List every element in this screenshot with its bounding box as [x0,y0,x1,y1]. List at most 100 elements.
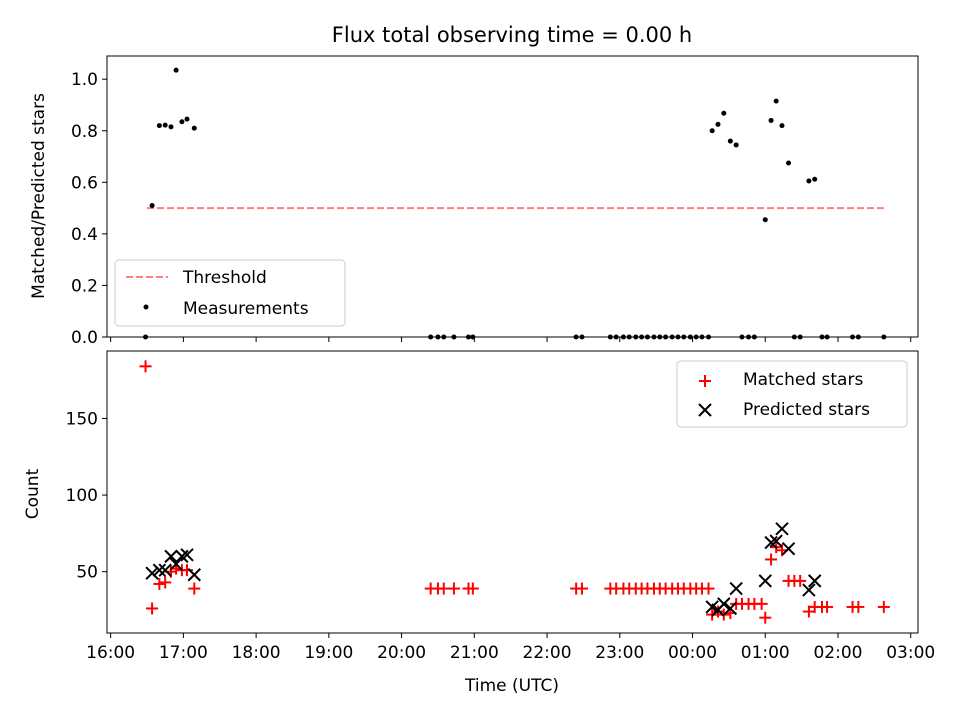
predicted-star-b [158,563,172,577]
top-legend-measurements-label: Measurements [183,299,309,319]
measurement-point [721,110,727,116]
bottom-y-axis-label: Count [23,468,43,519]
matched-star-point [146,602,159,615]
measurement-point [812,176,818,182]
predicted-star-b [775,522,789,536]
top-y-axis-label: Matched/Predicted stars [29,93,49,299]
predicted-star-b [187,568,201,582]
matched-star-point [852,600,865,613]
predicted-star-b [180,548,194,562]
matched-star-point [877,600,890,613]
predicted-star-point [723,601,738,616]
matched-star-point [466,582,479,595]
matched-star-point [755,597,768,610]
predicted-star-point [145,566,159,580]
bottom-y-tick-label: 50 [76,563,98,583]
x-tick-label: 23:00 [595,643,644,663]
top-plot-frame [106,55,919,338]
bottom-plot-frame [106,350,919,634]
top-legend-measurements-swatch [143,304,149,310]
x-tick-label: 22:00 [523,643,572,663]
bottom-legend: Matched stars Predicted stars [676,360,908,428]
top-y-tick-label: 0.2 [71,276,98,296]
measurement-point [773,98,779,104]
measurement-point [806,178,812,184]
x-tick-label: 16:00 [86,643,135,663]
measurement-point [156,123,162,129]
measurement-point [162,122,168,128]
predicted-star-point [775,522,789,536]
x-tick-label: 00:00 [668,643,717,663]
matched-star-point [575,582,588,595]
predicted-star-point [729,581,743,596]
predicted-star-b [145,566,159,580]
bottom-legend-predicted-swatch [698,403,712,417]
predicted-star-b [152,563,167,577]
top-y-tick-label: 0.8 [71,122,98,142]
predicted-star-b [781,541,796,556]
measurement-point [184,116,190,122]
matched-star-point [759,611,772,624]
top-y-tick-label: 1.0 [71,70,98,90]
predicted-star-point [180,548,194,562]
predicted-star-point [769,534,783,548]
predicted-star-point [802,583,816,597]
matched-star-point [821,600,834,613]
matched-star-point [702,582,715,595]
bottom-legend-predicted-label: Predicted stars [743,400,870,420]
predicted-star-b [705,600,719,614]
x-tick-label: 01:00 [741,643,790,663]
predicted-star-b [729,581,743,596]
predicted-star-point [187,568,201,582]
bottom-y-tick-label: 150 [66,409,98,429]
bottom-plot-area: 50 100 150 16:00 17:00 18:00 19:00 20:00 21:00 22… [66,360,935,663]
predicted-star-b [169,557,183,571]
measurement-point [786,160,792,166]
top-chart-title: Flux total observing time = 0.00 h [332,23,692,47]
x-tick-label: 21:00 [450,643,499,663]
matched-star-point [159,576,172,589]
x-tick-label: 19:00 [304,643,353,663]
matched-star-point [188,582,201,595]
matched-star-point [153,577,166,590]
matched-star-point [794,574,807,587]
top-y-tick-label: 0.0 [71,328,98,348]
top-y-tick-label: 0.6 [71,173,98,193]
matched-star-point [447,582,460,595]
predicted-star-b [723,601,738,616]
matched-star-point [139,360,152,373]
predicted-star-point [781,541,796,556]
predicted-star-b [802,583,816,597]
predicted-star-point [152,563,167,577]
measurement-point [179,119,185,125]
measurement-point [779,123,785,129]
top-y-tick-label: 0.4 [71,225,98,245]
x-tick-label: 03:00 [886,643,935,663]
predicted-star-b [164,549,178,564]
matched-star-point [765,553,778,566]
measurement-point [768,117,774,123]
x-tick-label: 18:00 [232,643,281,663]
bottom-legend-matched-swatch [699,375,711,387]
bottom-y-tick-label: 100 [66,486,98,506]
predicted-star-b [808,574,822,588]
x-axis-label: Time (UTC) [464,676,559,696]
x-tick-label: 20:00 [377,643,426,663]
predicted-star-b [769,534,783,548]
top-legend-threshold-label: Threshold [182,268,267,288]
predicted-star-point [808,574,822,588]
x-tick-label: 17:00 [159,643,208,663]
measurement-point [149,203,155,209]
predicted-star-point [758,574,772,588]
measurement-point [727,138,733,144]
top-legend-box [114,259,346,327]
predicted-star-point [158,563,172,577]
measurement-point [715,121,721,127]
predicted-star-point [169,557,183,571]
x-tick-label: 02:00 [813,643,862,663]
bottom-legend-matched-label: Matched stars [743,370,863,390]
predicted-star-point [164,549,178,564]
